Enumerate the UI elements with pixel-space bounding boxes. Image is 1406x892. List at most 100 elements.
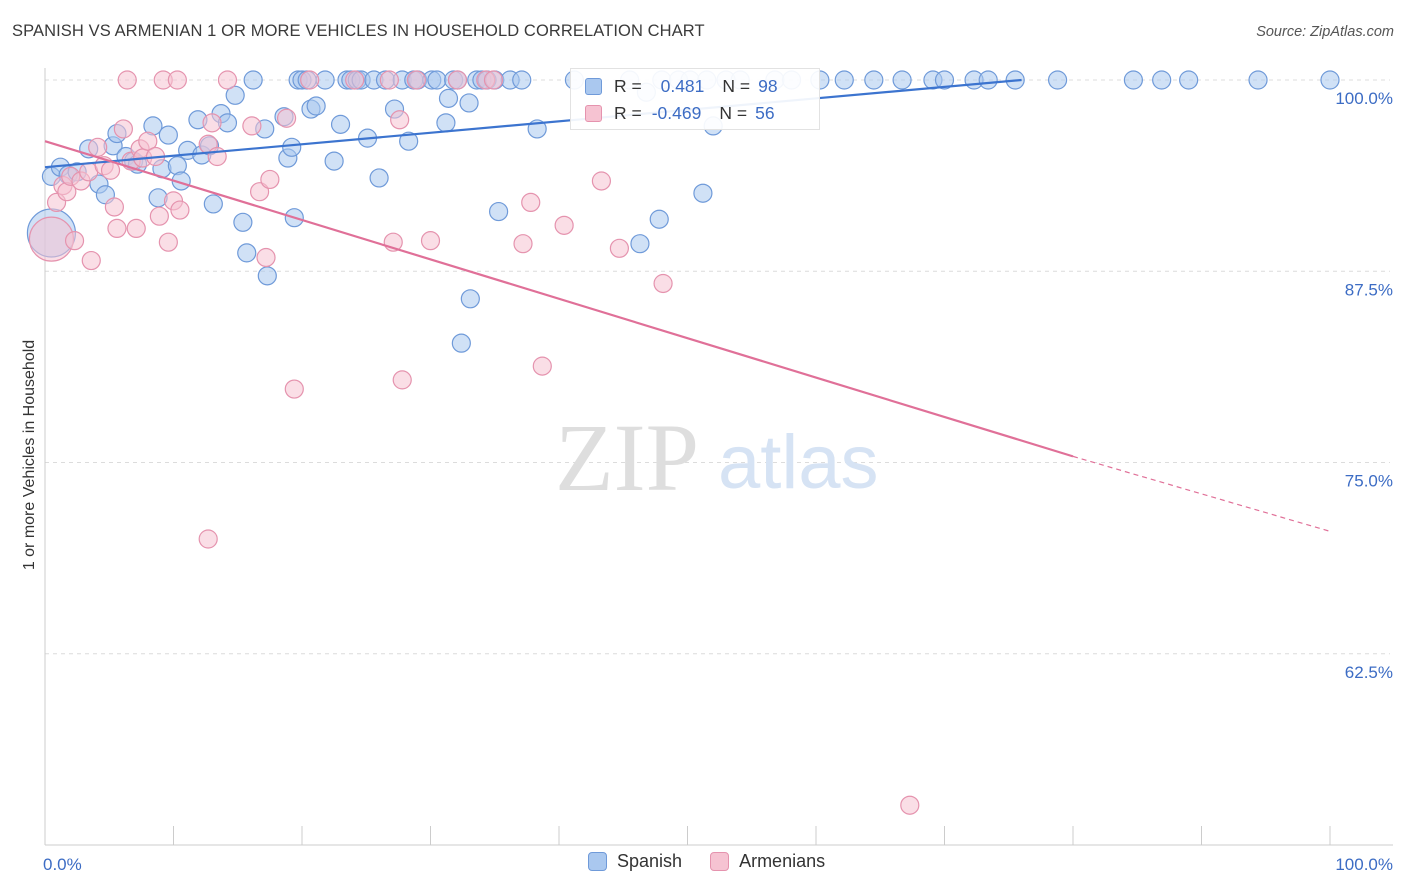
- spanish-point: [1248, 70, 1268, 90]
- legend-label-armenians: Armenians: [739, 851, 826, 871]
- spanish-point: [158, 125, 178, 145]
- spanish-point: [225, 85, 245, 105]
- watermark-zip: ZIP: [555, 404, 699, 511]
- spanish-trend-line: [44, 78, 1022, 169]
- spanish-point: [427, 70, 447, 90]
- armenian-point: [300, 70, 320, 90]
- armenian-point: [532, 356, 552, 376]
- armenian-point: [242, 116, 262, 136]
- spanish-point: [237, 243, 257, 263]
- r-label: R =: [614, 102, 642, 123]
- armenian-point: [117, 70, 137, 90]
- spanish-legend-swatch: [588, 852, 607, 871]
- spanish-point: [148, 188, 168, 208]
- spanish-point: [934, 70, 955, 90]
- n-value: 56: [755, 102, 775, 123]
- armenian-point: [420, 231, 441, 251]
- spanish-point: [630, 234, 650, 254]
- armenian-point: [170, 200, 190, 220]
- armenian-point: [521, 192, 541, 212]
- spanish-point: [451, 333, 471, 353]
- stats-row-spanish: R = 0.481 N = 98: [585, 73, 778, 99]
- armenian-point: [900, 795, 920, 815]
- r-label: R =: [614, 75, 642, 96]
- spanish-point: [460, 289, 480, 309]
- n-value: 98: [758, 75, 778, 96]
- armenian-point: [217, 70, 238, 90]
- armenian-point: [392, 370, 412, 390]
- x-tick-label: 0.0%: [43, 855, 82, 874]
- armenian-point: [202, 113, 222, 133]
- armenian-point: [554, 215, 574, 235]
- spanish-point: [1179, 70, 1199, 90]
- armenian-point: [609, 238, 629, 258]
- armenian-point: [513, 234, 533, 254]
- spanish-point: [693, 183, 713, 203]
- armenian-trend-line: [44, 140, 1074, 458]
- n-label: N =: [722, 75, 751, 96]
- r-value: -0.469: [651, 102, 702, 123]
- armenian-point: [81, 250, 101, 271]
- armenian-point: [379, 70, 399, 90]
- y-tick-label: 62.5%: [1345, 663, 1393, 682]
- armenian-point: [284, 379, 304, 399]
- armenian-point: [167, 70, 187, 90]
- spanish-point: [1152, 70, 1172, 90]
- spanish-point: [1047, 70, 1068, 90]
- y-tick-label: 75.0%: [1345, 472, 1393, 491]
- n-label: N =: [719, 102, 748, 123]
- bottom-legend: Spanish Armenians: [588, 851, 853, 872]
- tick-labels: 62.5% 75.0% 87.5% 100.0% 0.0% 100.0%: [43, 89, 1393, 874]
- spanish-point: [324, 151, 344, 171]
- trend-lines: [44, 78, 1331, 532]
- watermark-atlas: atlas: [718, 420, 879, 505]
- armenian-point: [126, 218, 146, 239]
- armenian-point: [260, 169, 280, 190]
- x-tick-label: 100.0%: [1335, 855, 1393, 874]
- armenian-point: [276, 108, 297, 128]
- spanish-point: [399, 131, 419, 151]
- spanish-point: [892, 70, 912, 90]
- spanish-point: [512, 70, 532, 90]
- armenian-point: [345, 70, 365, 90]
- spanish-point: [257, 266, 277, 286]
- gridlines: [45, 79, 1390, 655]
- armenian-point: [249, 182, 270, 202]
- armenian-point: [390, 110, 410, 130]
- r-value: 0.481: [655, 75, 705, 96]
- spanish-point: [864, 70, 884, 90]
- spanish-point: [306, 96, 326, 116]
- armenian-legend-swatch: [710, 852, 730, 871]
- spanish-point: [243, 70, 263, 90]
- armenian-point: [88, 137, 108, 157]
- spanish-point: [369, 168, 389, 188]
- spanish-point: [1123, 70, 1143, 90]
- armenian-point: [591, 171, 612, 191]
- spanish-point: [978, 70, 998, 90]
- armenian-point: [104, 197, 124, 217]
- armenian-swatch: [585, 104, 602, 122]
- armenian-point: [138, 131, 158, 151]
- armenian-point: [198, 529, 218, 549]
- armenian-point: [483, 70, 504, 90]
- chart-title: SPANISH VS ARMENIAN 1 OR MORE VEHICLES I…: [12, 22, 705, 40]
- spanish-point: [438, 88, 459, 108]
- spanish-point: [330, 114, 351, 134]
- legend-item-armenians[interactable]: Armenians: [710, 851, 825, 872]
- spanish-point: [649, 209, 669, 229]
- spanish-point: [203, 194, 223, 214]
- spanish-point: [282, 137, 302, 157]
- spanish-point: [834, 70, 854, 90]
- spanish-point: [436, 113, 456, 133]
- source-label: Source: ZipAtlas.com: [1256, 24, 1394, 40]
- spanish-point: [233, 212, 253, 232]
- armenian-point: [447, 70, 468, 90]
- armenian-point: [158, 232, 178, 252]
- armenian-point: [113, 119, 133, 139]
- y-tick-label: 100.0%: [1335, 89, 1393, 108]
- spanish-point: [459, 93, 479, 113]
- axes: [44, 68, 1393, 846]
- armenian-point: [64, 231, 85, 251]
- legend-item-spanish[interactable]: Spanish: [588, 851, 682, 872]
- armenian-point: [256, 247, 276, 268]
